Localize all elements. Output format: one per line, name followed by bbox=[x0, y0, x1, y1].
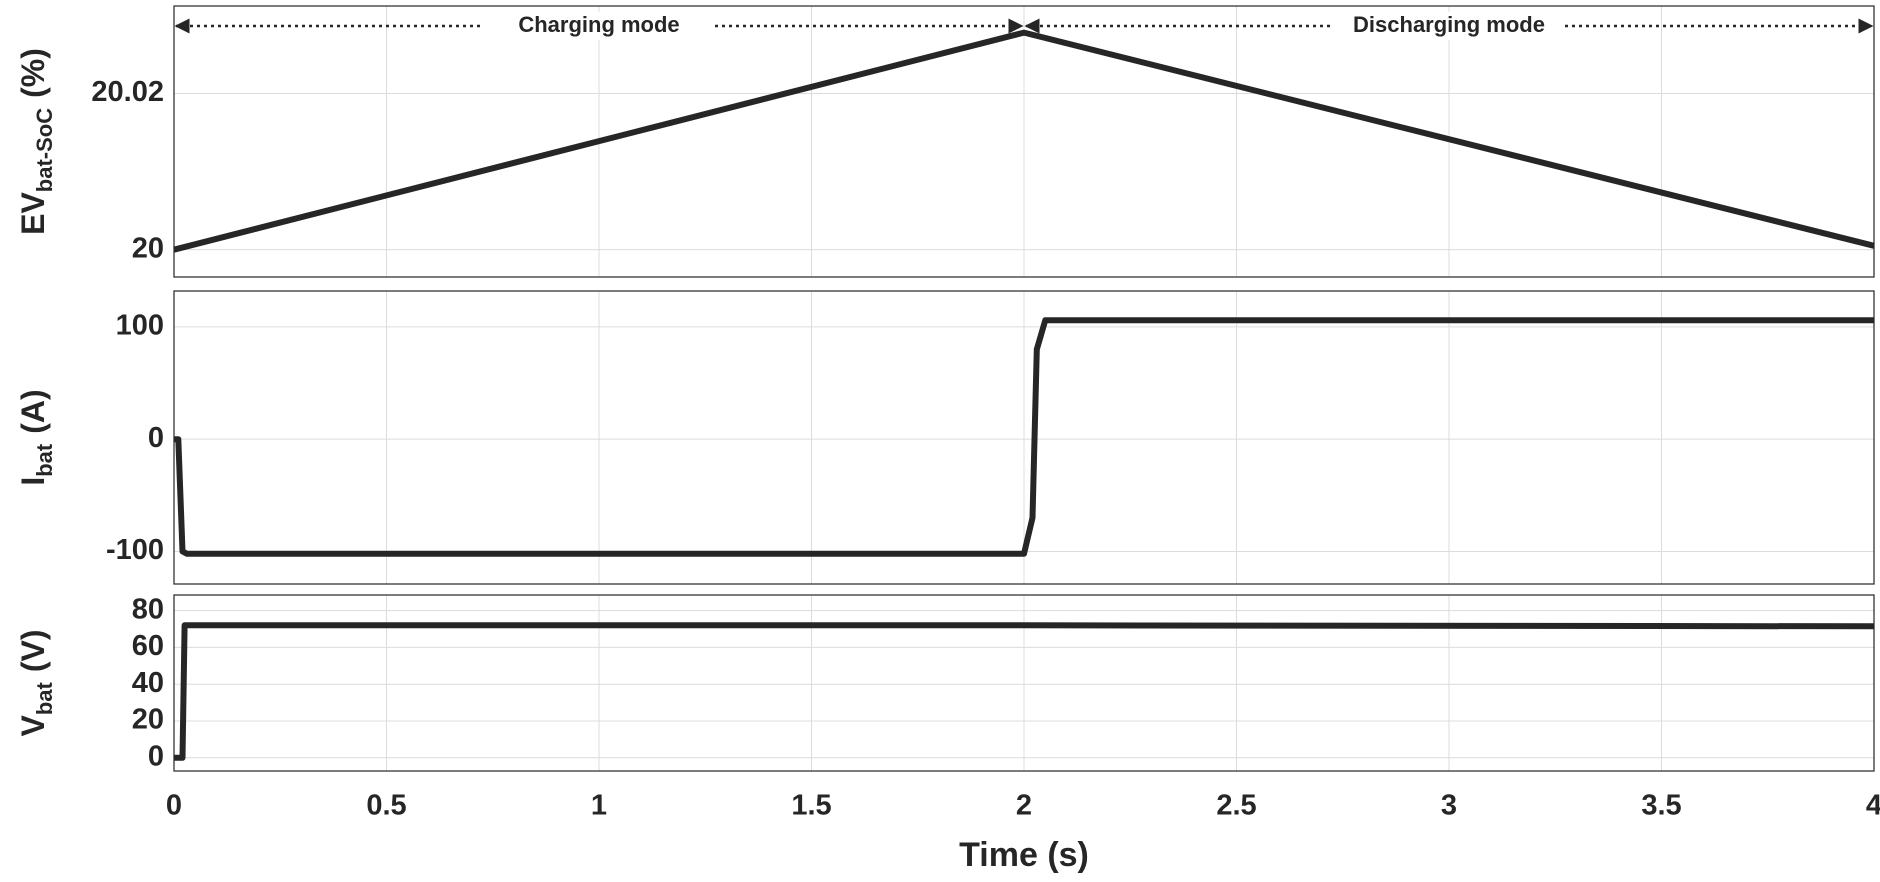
y-tick-label: 20.02 bbox=[91, 76, 164, 108]
x-tick-label: 3.5 bbox=[1641, 790, 1681, 822]
y-tick-label: 20 bbox=[132, 704, 164, 736]
x-tick-label: 1.5 bbox=[791, 790, 831, 822]
y-tick-label: -100 bbox=[106, 534, 164, 566]
y-label-unit: (V) bbox=[15, 630, 51, 673]
y-tick-label: 60 bbox=[132, 630, 164, 662]
y-label-base: I bbox=[15, 477, 51, 486]
x-tick-label: 2.5 bbox=[1216, 790, 1256, 822]
x-axis-label: Time (s) bbox=[959, 836, 1089, 874]
x-tick-label: 2 bbox=[1016, 790, 1032, 822]
y-tick-label: 0 bbox=[148, 422, 164, 454]
x-tick-label: 4 bbox=[1866, 790, 1880, 822]
data-line bbox=[174, 317, 1874, 557]
y-axis-label: Vbat (V) bbox=[15, 630, 56, 737]
axes-frame bbox=[173, 594, 1875, 772]
y-label-sub: bat bbox=[32, 443, 57, 477]
y-axis-label: Ibat (A) bbox=[15, 389, 56, 485]
y-label-unit: (A) bbox=[15, 389, 51, 433]
axes-frame bbox=[173, 5, 1875, 278]
y-tick-label: 40 bbox=[132, 667, 164, 699]
data-line bbox=[173, 29, 1875, 253]
x-tick-label: 0.5 bbox=[366, 790, 406, 822]
y-axis-label: EVbat-SoC (%) bbox=[15, 48, 56, 235]
y-label-unit: (%) bbox=[15, 48, 51, 98]
y-label-sub: bat bbox=[32, 681, 57, 715]
y-tick-label: 20 bbox=[132, 232, 164, 264]
x-tick-label: 1 bbox=[591, 790, 607, 822]
y-label-sub: bat-SoC bbox=[32, 108, 57, 192]
annotation-text: Discharging mode bbox=[1353, 12, 1545, 37]
y-tick-label: 80 bbox=[132, 593, 164, 625]
x-tick-label: 3 bbox=[1441, 790, 1457, 822]
y-tick-label: 100 bbox=[116, 310, 164, 342]
annotation-text: Charging mode bbox=[518, 12, 679, 37]
data-line bbox=[174, 622, 1875, 761]
annotation-bg bbox=[1334, 12, 1564, 40]
annotation-bg bbox=[484, 12, 714, 40]
y-tick-label: 0 bbox=[148, 740, 164, 772]
y-label-base: EV bbox=[15, 192, 51, 235]
y-label-base: V bbox=[15, 715, 51, 737]
x-tick-label: 0 bbox=[166, 790, 182, 822]
